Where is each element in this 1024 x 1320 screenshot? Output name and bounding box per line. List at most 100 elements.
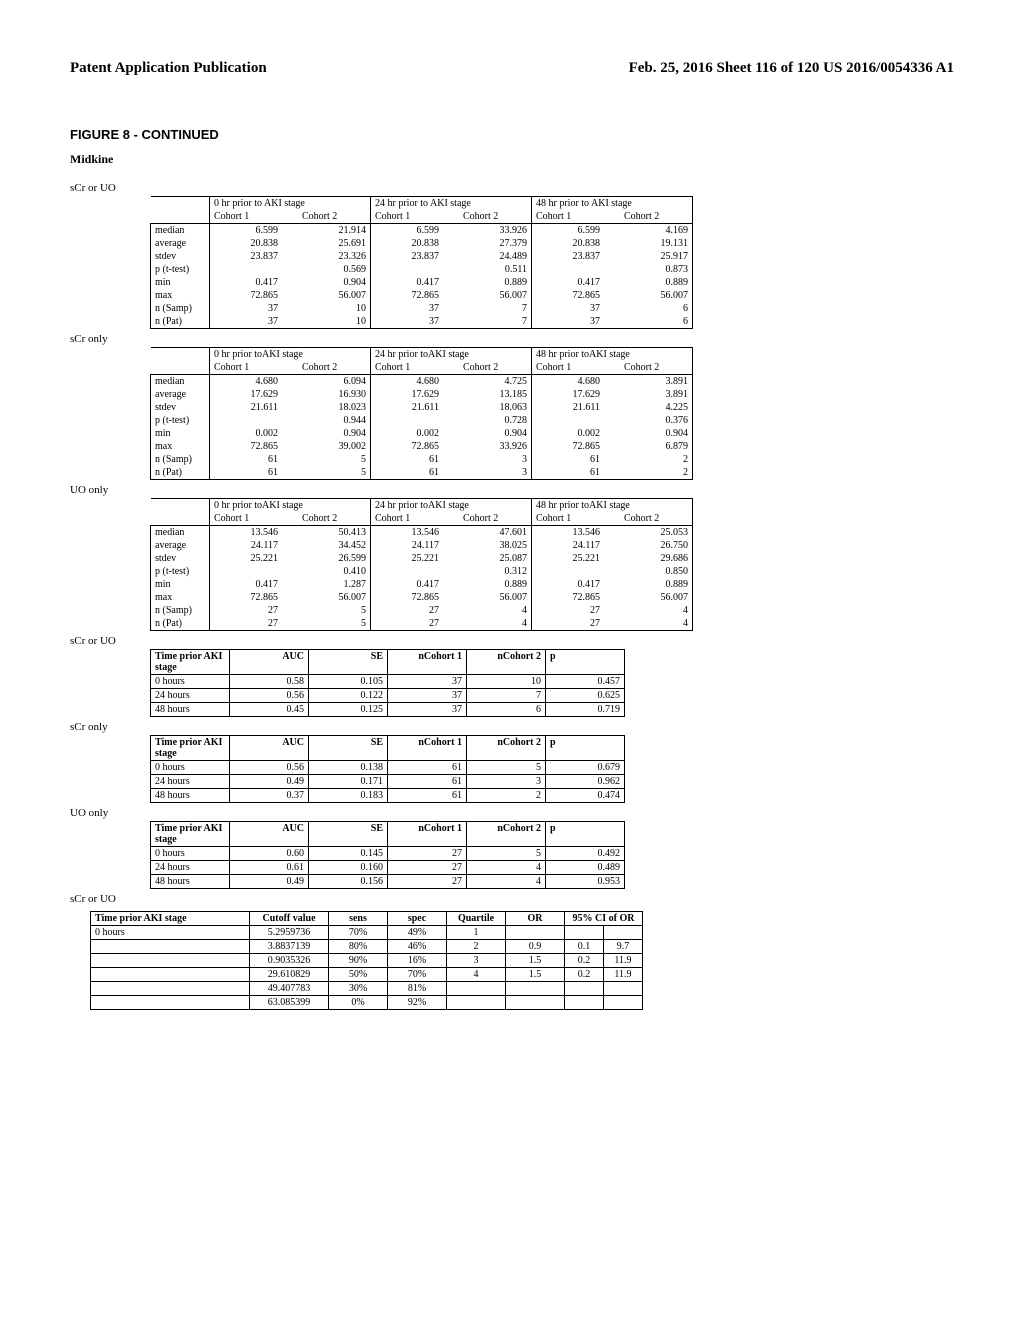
- stats-cell: 21.914: [282, 224, 371, 238]
- stats-cell: [371, 565, 444, 578]
- auc-cell: 0.60: [230, 847, 309, 861]
- cutoff-cell: 49%: [388, 926, 447, 940]
- auc-hdr: nCohort 2: [467, 736, 546, 761]
- cutoff-cell: 4: [447, 968, 506, 982]
- stats-subhdr: Cohort 2: [443, 361, 532, 375]
- stats-cell: 24.489: [443, 250, 532, 263]
- auc-cell: 0.138: [309, 761, 388, 775]
- stats-cell: 16.930: [282, 388, 371, 401]
- page-header: Patent Application Publication Feb. 25, …: [70, 60, 954, 77]
- stats-cell: [371, 263, 444, 276]
- cutoff-cell: 81%: [388, 982, 447, 996]
- auc-cell: 0.105: [309, 675, 388, 689]
- auc-cell: 0 hours: [151, 675, 230, 689]
- auc-cell: 37: [388, 689, 467, 703]
- auc-cell: 0.679: [546, 761, 625, 775]
- stats-cell: 61: [532, 453, 605, 466]
- auc-cell: 61: [388, 775, 467, 789]
- stats-subhdr: Cohort 1: [532, 361, 605, 375]
- stats-cell: 5: [282, 466, 371, 480]
- auc-cell: 61: [388, 789, 467, 803]
- auc-cell: 37: [388, 703, 467, 717]
- stats-cell: 4.225: [604, 401, 693, 414]
- cutoff-hdr: Cutoff value: [250, 912, 329, 926]
- stats-subhdr: Cohort 1: [210, 210, 283, 224]
- auc-cell: 0.719: [546, 703, 625, 717]
- stats-subhdr: Cohort 2: [282, 512, 371, 526]
- stats-table: 0 hr prior toAKI stage24 hr prior toAKI …: [150, 498, 693, 631]
- auc-cell: 48 hours: [151, 789, 230, 803]
- stats-cell: 5: [282, 604, 371, 617]
- auc-hdr: Time prior AKI stage: [151, 736, 230, 761]
- cutoff-cell: 49.407783: [250, 982, 329, 996]
- cutoff-cell: 0.2: [565, 968, 604, 982]
- auc-cell: 2: [467, 789, 546, 803]
- stats-cell: 37: [371, 302, 444, 315]
- auc-cell: 27: [388, 847, 467, 861]
- stats-cell: 4: [443, 617, 532, 631]
- cutoff-cell: [604, 926, 643, 940]
- stats-cell: 7: [443, 315, 532, 329]
- stats-cell: 0.889: [443, 578, 532, 591]
- stats-cell: 3: [443, 466, 532, 480]
- auc-cell: 5: [467, 761, 546, 775]
- stats-rowlabel: median: [151, 526, 210, 540]
- stats-hdr: 48 hr prior toAKI stage: [532, 348, 693, 362]
- stats-cell: 56.007: [443, 591, 532, 604]
- stats-cell: 7: [443, 302, 532, 315]
- auc-cell: 37: [388, 675, 467, 689]
- auc-hdr: AUC: [230, 650, 309, 675]
- stats-cell: 61: [210, 466, 283, 480]
- stats-cell: 37: [371, 315, 444, 329]
- stats-hdr: 0 hr prior to AKI stage: [210, 197, 371, 211]
- stats-subhdr: Cohort 2: [282, 361, 371, 375]
- cutoff-cell: 0.2: [565, 954, 604, 968]
- stats-cell: 27: [210, 604, 283, 617]
- stats-cell: 21.611: [371, 401, 444, 414]
- stats-cell: 72.865: [371, 591, 444, 604]
- stats-subhdr: Cohort 2: [604, 361, 693, 375]
- stats-cell: 10: [282, 302, 371, 315]
- auc-label: sCr or UO: [70, 635, 954, 647]
- stats-subhdr: Cohort 1: [371, 210, 444, 224]
- auc-cell: 3: [467, 775, 546, 789]
- stats-cell: 13.546: [210, 526, 283, 540]
- auc-hdr: Time prior AKI stage: [151, 822, 230, 847]
- stats-rowlabel: min: [151, 578, 210, 591]
- auc-hdr: nCohort 1: [388, 736, 467, 761]
- auc-hdr: p: [546, 736, 625, 761]
- stats-cell: 0.889: [604, 276, 693, 289]
- auc-hdr: nCohort 2: [467, 822, 546, 847]
- stats-cell: 23.837: [210, 250, 283, 263]
- cutoff-cell: 0%: [329, 996, 388, 1010]
- stats-cell: 23.326: [282, 250, 371, 263]
- stats-cell: 2: [604, 466, 693, 480]
- stats-cell: 0.002: [371, 427, 444, 440]
- stats-rowlabel: p (t-test): [151, 414, 210, 427]
- stats-cell: 72.865: [532, 289, 605, 302]
- auc-cell: 27: [388, 861, 467, 875]
- cutoff-cell: [91, 982, 250, 996]
- cutoff-cell: [447, 982, 506, 996]
- stats-cell: 13.546: [532, 526, 605, 540]
- auc-cell: 4: [467, 875, 546, 889]
- auc-cell: 0.125: [309, 703, 388, 717]
- stats-cell: 33.926: [443, 224, 532, 238]
- cutoff-cell: 50%: [329, 968, 388, 982]
- stats-cell: 27: [532, 617, 605, 631]
- stats-rowlabel: p (t-test): [151, 263, 210, 276]
- cutoff-cell: 0.9035326: [250, 954, 329, 968]
- auc-hdr: Time prior AKI stage: [151, 650, 230, 675]
- stats-cell: [210, 565, 283, 578]
- stats-cell: 0.850: [604, 565, 693, 578]
- cutoff-cell: [565, 982, 604, 996]
- stats-subhdr: Cohort 2: [443, 210, 532, 224]
- stats-cell: 61: [532, 466, 605, 480]
- stats-subhdr: Cohort 1: [210, 361, 283, 375]
- stats-cell: 25.691: [282, 237, 371, 250]
- stats-rowlabel: min: [151, 427, 210, 440]
- auc-label: UO only: [70, 807, 954, 819]
- auc-cell: 0.122: [309, 689, 388, 703]
- stats-subhdr: Cohort 2: [604, 512, 693, 526]
- stats-rowlabel: median: [151, 224, 210, 238]
